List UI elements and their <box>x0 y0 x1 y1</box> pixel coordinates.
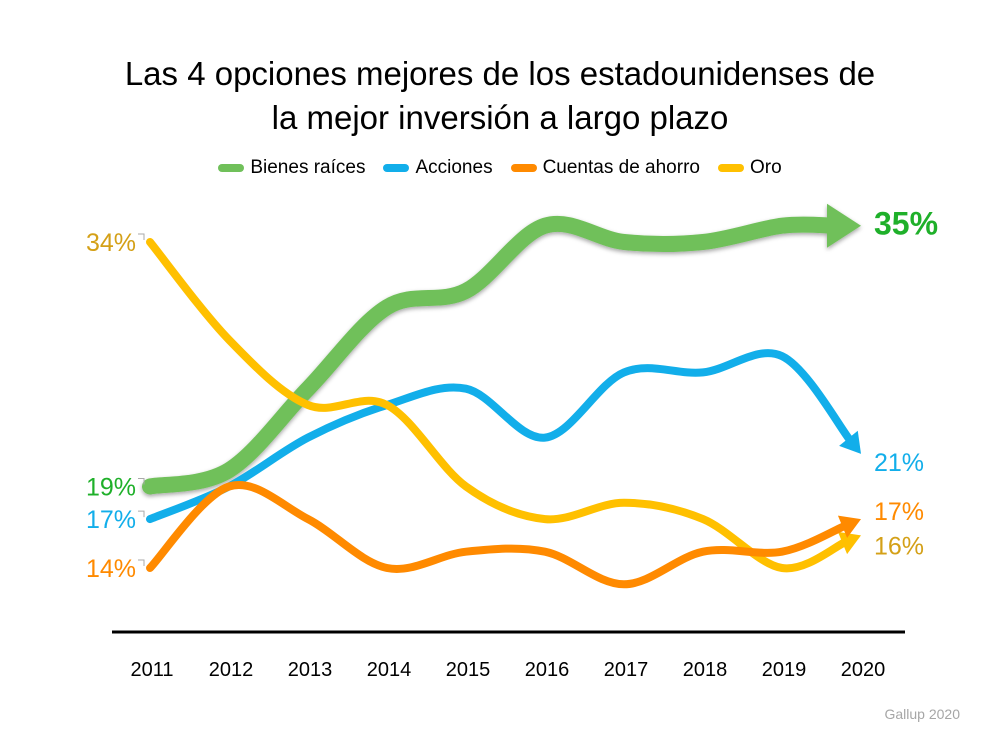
x-tick-label: 2019 <box>762 659 807 681</box>
chart-title: Las 4 opciones mejores de los estadounid… <box>0 52 1000 140</box>
title-line-2: la mejor inversión a largo plazo <box>271 99 729 136</box>
series-line <box>142 216 842 495</box>
series-line <box>146 481 851 589</box>
start-value-label: 19% <box>86 474 136 502</box>
leader-line <box>138 478 145 485</box>
source-note: Gallup 2020 <box>884 706 960 722</box>
series-line <box>146 349 855 524</box>
x-tick-label: 2013 <box>288 659 333 681</box>
series-1 <box>146 349 861 524</box>
legend-item-oro: Oro <box>717 157 782 179</box>
end-value-label: 17% <box>874 498 924 526</box>
x-tick-label: 2012 <box>209 659 254 681</box>
start-value-label: 17% <box>86 506 136 534</box>
legend-swatch <box>510 164 537 172</box>
start-value-label: 34% <box>86 229 136 257</box>
legend-label: Bienes raíces <box>250 157 366 178</box>
leader-line <box>138 510 145 518</box>
legend-item-acciones: Acciones <box>383 157 493 179</box>
x-tick-label: 2015 <box>446 659 491 681</box>
end-value-label: 21% <box>874 449 924 477</box>
series-2 <box>146 481 861 589</box>
legend-swatch <box>717 164 744 172</box>
legend-item-cuentas: Cuentas de ahorro <box>510 157 700 179</box>
x-tick-label: 2011 <box>130 659 173 681</box>
start-value-label: 14% <box>86 555 136 583</box>
x-tick-label: 2017 <box>604 659 649 681</box>
legend-item-bienes-raices: Bienes raíces <box>218 157 365 179</box>
series-0 <box>142 203 861 495</box>
arrowhead <box>837 515 861 538</box>
series-line <box>146 238 851 573</box>
arrowhead <box>827 203 861 248</box>
arrowhead <box>837 531 861 555</box>
legend: Bienes raíces Acciones Cuentas de ahorro… <box>0 157 1000 179</box>
x-tick-label: 2020 <box>841 659 886 681</box>
end-value-label: 35% <box>874 206 938 242</box>
legend-label: Acciones <box>415 157 493 178</box>
x-tick-label: 2014 <box>367 659 412 681</box>
legend-swatch <box>383 164 410 172</box>
x-tick-label: 2018 <box>683 659 728 681</box>
legend-label: Cuentas de ahorro <box>542 157 700 178</box>
arrowhead <box>839 430 861 454</box>
legend-swatch <box>218 164 245 172</box>
end-value-label: 16% <box>874 532 924 560</box>
leader-line <box>138 559 145 566</box>
legend-label: Oro <box>749 157 782 178</box>
title-line-1: Las 4 opciones mejores de los estadounid… <box>124 55 876 92</box>
leader-line <box>138 233 145 240</box>
series-3 <box>146 238 861 573</box>
x-tick-label: 2016 <box>525 659 570 681</box>
